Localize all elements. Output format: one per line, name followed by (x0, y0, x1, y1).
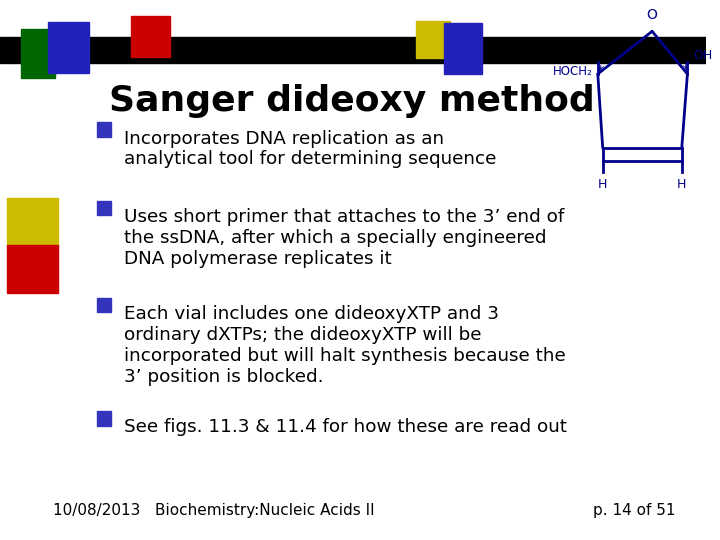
Text: See figs. 11.3 & 11.4 for how these are read out: See figs. 11.3 & 11.4 for how these are … (124, 418, 567, 436)
Bar (0, 37, 706, 63)
Text: OH: OH (693, 49, 712, 62)
Text: *: * (682, 64, 689, 79)
Text: H: H (677, 178, 686, 191)
Text: H: H (598, 178, 608, 191)
Text: *: * (596, 65, 603, 80)
Bar (96, 123, 111, 137)
Bar (416, 21, 450, 58)
Text: Each vial includes one dideoxyXTP and 3
ordinary dXTPs; the dideoxyXTP will be
i: Each vial includes one dideoxyXTP and 3 … (124, 305, 565, 386)
Text: Incorporates DNA replication as an
analytical tool for determining sequence: Incorporates DNA replication as an analy… (124, 130, 496, 168)
Text: Uses short primer that attaches to the 3’ end of
the ssDNA, after which a specia: Uses short primer that attaches to the 3… (124, 208, 564, 267)
Bar (7, 245, 58, 293)
Bar (96, 201, 111, 215)
Text: Sanger dideoxy method: Sanger dideoxy method (109, 84, 595, 118)
Bar (7, 198, 58, 246)
Bar (48, 22, 89, 73)
Text: O: O (647, 8, 657, 22)
Bar (444, 23, 482, 74)
Text: 10/08/2013   Biochemistry:Nucleic Acids II: 10/08/2013 Biochemistry:Nucleic Acids II (53, 503, 374, 518)
Bar (96, 298, 111, 312)
Bar (130, 16, 170, 57)
Bar (21, 29, 55, 78)
Text: p. 14 of 51: p. 14 of 51 (593, 503, 675, 518)
Bar (96, 411, 111, 426)
Text: HOCH₂: HOCH₂ (552, 65, 592, 78)
